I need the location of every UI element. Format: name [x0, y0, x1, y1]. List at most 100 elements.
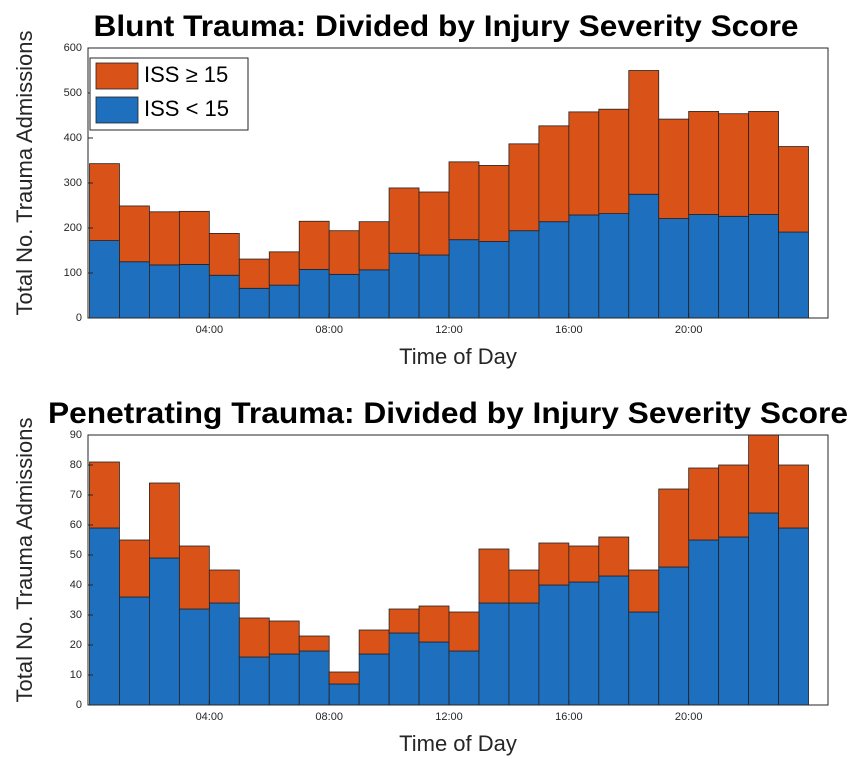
bar-segment — [598, 536, 630, 577]
y-tick-label: 500 — [64, 87, 82, 99]
legend-swatch — [95, 62, 139, 90]
bar-segment — [119, 205, 150, 263]
y-tick-label: 80 — [70, 459, 82, 471]
bar-segment — [508, 569, 540, 604]
bar-segment — [598, 213, 630, 319]
bar-segment — [238, 287, 270, 319]
x-tick-label: 12:00 — [435, 324, 463, 336]
bar-segment — [478, 602, 510, 706]
bar-segment — [238, 617, 270, 658]
bar-segment — [688, 214, 720, 319]
bar-segment — [298, 220, 330, 270]
bar-segment — [568, 111, 600, 216]
bar-segment — [448, 650, 480, 706]
bar-segment — [718, 536, 750, 706]
bar-segment — [448, 239, 480, 319]
y-axis-label: Total No. Trauma Admissions — [12, 418, 37, 703]
bar-segment — [778, 231, 809, 319]
bar-segment — [119, 596, 150, 706]
bar-segment — [178, 210, 210, 265]
x-tick-label: 16:00 — [555, 324, 583, 336]
x-tick-label: 16:00 — [555, 711, 583, 723]
bar-segment — [478, 165, 510, 242]
bar-segment — [149, 557, 180, 706]
bar-segment — [268, 653, 300, 706]
bar-segment — [328, 230, 360, 275]
x-tick-label: 20:00 — [675, 711, 703, 723]
bar-segment — [628, 569, 660, 613]
bar-segment — [358, 269, 390, 319]
bar-segment — [748, 111, 779, 215]
bar-segment — [658, 218, 690, 319]
bar-segment — [778, 527, 809, 706]
bar-segment — [568, 545, 600, 583]
bar-segment — [388, 187, 420, 254]
bar-segment — [538, 542, 570, 586]
y-tick-label: 0 — [76, 312, 82, 324]
y-tick-label: 300 — [64, 177, 82, 189]
y-tick-label: 20 — [70, 639, 82, 651]
bar-segment — [778, 146, 809, 233]
bar-segment — [208, 232, 240, 276]
bar-segment — [628, 193, 660, 319]
bar-segment — [178, 545, 210, 610]
bar-segment — [718, 113, 750, 217]
bar-segment — [778, 464, 809, 529]
y-tick-label: 0 — [76, 699, 82, 711]
x-tick-label: 12:00 — [435, 711, 463, 723]
bar-segment — [718, 464, 750, 538]
bar-segment — [748, 434, 779, 514]
y-tick-label: 30 — [70, 609, 82, 621]
y-axis-label: Total No. Trauma Admissions — [12, 31, 37, 316]
y-tick-label: 100 — [64, 267, 82, 279]
bar-segment — [688, 111, 720, 215]
bar-segment — [508, 143, 540, 232]
bar-segment — [448, 161, 480, 241]
bar-segment — [478, 241, 510, 319]
bar-segment — [538, 125, 570, 223]
bar-segment — [598, 575, 630, 706]
bar-segment — [119, 261, 150, 319]
bar-segment — [238, 656, 270, 706]
bar-segment — [598, 108, 630, 214]
bar-segment — [238, 258, 270, 289]
bar-segment — [508, 230, 540, 319]
bar-segment — [658, 118, 690, 219]
bar-segment — [89, 240, 120, 319]
bar-segment — [688, 467, 720, 541]
bar-segment — [358, 653, 390, 706]
bar-segment — [149, 264, 180, 319]
bar-segment — [388, 252, 420, 319]
bar-segment — [538, 584, 570, 706]
bar-segment — [448, 611, 480, 652]
bar-segment — [208, 602, 240, 706]
bar-segment — [298, 268, 330, 319]
bar-segment — [328, 273, 360, 319]
y-tick-label: 90 — [70, 429, 82, 441]
bar-segment — [89, 461, 120, 529]
y-tick-label: 40 — [70, 579, 82, 591]
bar-segment — [718, 215, 750, 319]
x-tick-label: 04:00 — [196, 711, 224, 723]
bar-segment — [358, 629, 390, 655]
bar-segment — [568, 214, 600, 319]
legend-label: ISS < 15 — [144, 96, 229, 121]
y-tick-label: 200 — [64, 222, 82, 234]
bar-segment — [418, 605, 450, 643]
bar-segment — [358, 221, 390, 271]
y-tick-label: 600 — [64, 42, 82, 54]
bar-segment — [418, 254, 450, 319]
bar-segment — [298, 635, 330, 652]
y-tick-label: 60 — [70, 519, 82, 531]
y-tick-label: 50 — [70, 549, 82, 561]
bar-segment — [208, 569, 240, 604]
chart-title: Blunt Trauma: Divided by Injury Severity… — [94, 10, 799, 43]
bar-segment — [178, 264, 210, 319]
bar-segment — [178, 608, 210, 706]
axes-box — [87, 434, 829, 706]
bar-segment — [748, 214, 779, 319]
bar-segment — [268, 251, 300, 286]
bar-segment — [628, 611, 660, 706]
bar-segment — [208, 274, 240, 319]
